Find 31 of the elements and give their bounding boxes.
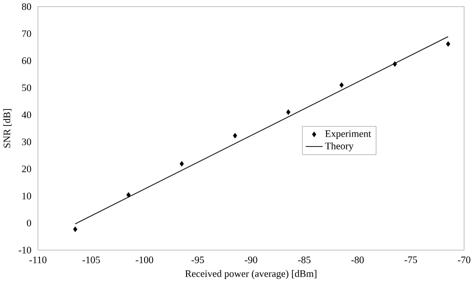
point [180, 161, 184, 166]
point [340, 82, 344, 88]
y-tick-label: 40 [22, 111, 32, 118]
y-axis-title: SNR [dB] [3, 109, 12, 148]
x-tick-label: -90 [244, 256, 258, 264]
y-tick-label: 60 [22, 57, 32, 64]
y-tick-label: 20 [22, 165, 32, 172]
x-tick-label: -105 [82, 256, 100, 264]
x-axis-title: Received power (average) [dBm] [185, 270, 316, 279]
x-tick-label: -95 [192, 256, 204, 264]
y-tick-label: 70 [22, 30, 32, 37]
y-tick-label: 50 [22, 84, 32, 91]
x-tick-label: -75 [404, 256, 418, 263]
x-tick-label: -80 [351, 256, 364, 264]
x-tick-label: -100 [136, 256, 154, 264]
point [233, 132, 238, 138]
x-tick-label: -85 [298, 256, 310, 264]
point [286, 109, 290, 115]
legend-label: Experiment [325, 130, 372, 139]
y-tick-label: 80 [22, 3, 32, 10]
y-tick-label: 10 [22, 192, 32, 200]
x-tick-label: -110 [29, 256, 46, 264]
y-tick-label: 30 [22, 138, 32, 146]
y-tick-label: 0 [26, 220, 32, 226]
point [446, 41, 450, 46]
point [126, 192, 131, 198]
legend-label: Theory [325, 142, 354, 152]
point [392, 61, 397, 66]
y-tick-label: -10 [18, 246, 32, 254]
point [73, 226, 78, 232]
x-tick-label: -70 [458, 256, 470, 264]
